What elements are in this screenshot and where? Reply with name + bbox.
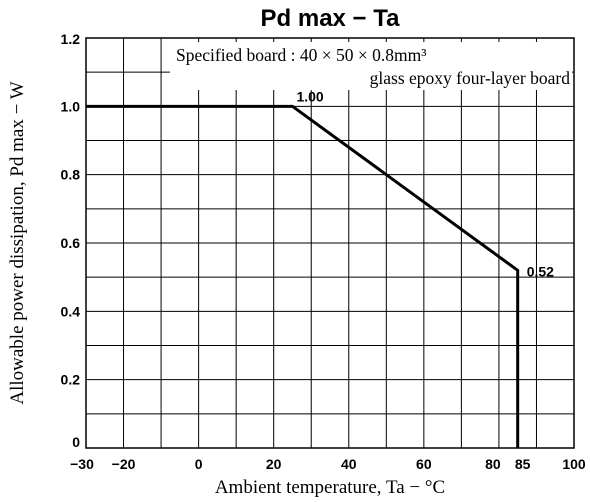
series-line (86, 104, 520, 448)
annotation-background (170, 42, 572, 90)
x-tick-label: −30 (70, 456, 94, 472)
y-axis-label: Allowable power dissipation, Pd max − W (7, 81, 28, 404)
x-tick-label: −20 (112, 456, 136, 472)
y-tick-label: 0.2 (61, 372, 81, 388)
series (86, 104, 520, 448)
plot-frame (85, 37, 575, 449)
x-tick-label: 20 (266, 456, 282, 472)
y-tick-label: 0.4 (61, 303, 81, 319)
x-tick-label: 40 (341, 456, 357, 472)
data-labels: 1.00 0.52 (296, 88, 554, 279)
data-label: 0.52 (527, 263, 554, 279)
x-tick-label: 0 (195, 456, 203, 472)
annotation-line-2: glass epoxy four-layer board (370, 68, 571, 88)
x-tick-label: 100 (562, 456, 586, 472)
y-tick-label: 1.2 (61, 31, 81, 47)
x-tick-label: 60 (416, 456, 432, 472)
annotation-line-1: Specified board : 40 × 50 × 0.8mm³ (176, 45, 427, 65)
x-tick-label: 85 (515, 456, 531, 472)
y-tick-label: 0.8 (61, 167, 81, 183)
y-tick-label: 0.6 (61, 235, 81, 251)
grid (86, 38, 574, 448)
x-axis-label: Ambient temperature, Ta − °C (215, 477, 445, 498)
axis-ticks: −30 −20 0 20 40 60 80 85 100 0 0.2 0.4 0.6 0.8 1.0 1.2 (61, 31, 586, 472)
y-tick-label: 0 (72, 434, 80, 450)
data-label: 1.00 (296, 88, 323, 104)
x-tick-label: 80 (485, 456, 501, 472)
y-tick-label: 1.0 (61, 98, 81, 114)
chart-title: Pd max − Ta (261, 5, 401, 32)
